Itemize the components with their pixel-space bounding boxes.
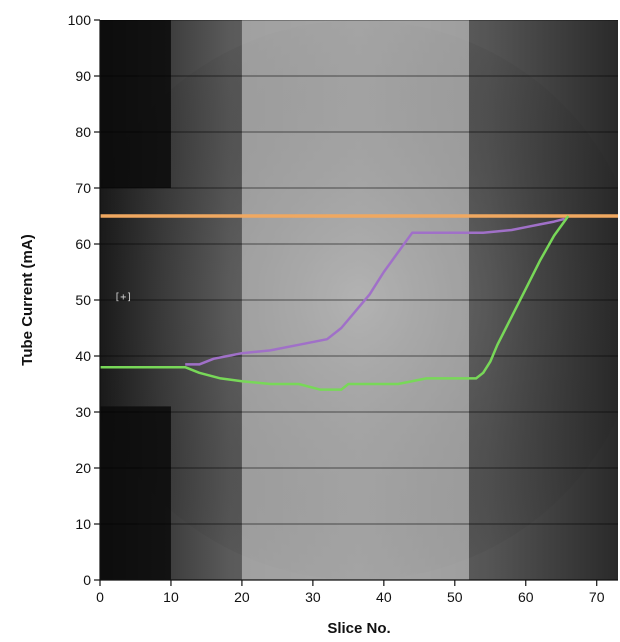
x-tick-label: 50 <box>447 589 463 605</box>
y-tick-label: 40 <box>75 348 91 364</box>
y-axis-ticks: 0 10 20 30 40 50 60 70 80 90 100 <box>68 12 100 588</box>
y-tick-label: 70 <box>75 180 91 196</box>
y-tick-label: 30 <box>75 404 91 420</box>
x-tick-label: 0 <box>96 589 104 605</box>
x-tick-label: 40 <box>376 589 392 605</box>
series-group <box>100 214 618 391</box>
dark-region-bottom-left <box>100 406 171 580</box>
y-tick-label: 80 <box>75 124 91 140</box>
x-tick-label: 70 <box>589 589 605 605</box>
x-axis-ticks: 0 10 20 30 40 50 60 70 <box>96 580 605 605</box>
dark-region-top-left <box>100 20 171 188</box>
x-tick-label: 10 <box>163 589 179 605</box>
series-line-2 <box>100 215 570 391</box>
y-tick-label: 90 <box>75 68 91 84</box>
y-tick-label: 20 <box>75 460 91 476</box>
y-tick-label: 0 <box>83 572 91 588</box>
y-tick-label: 100 <box>68 12 92 28</box>
y-tick-label: 50 <box>75 292 91 308</box>
y-axis-title: Tube Current (mA) <box>19 234 36 365</box>
annotation-label: [+] <box>114 292 132 303</box>
x-tick-label: 20 <box>234 589 250 605</box>
plot-area: [+] <box>100 20 618 580</box>
series-line-1 <box>185 217 566 366</box>
grid-lines <box>100 20 618 525</box>
y-tick-label: 10 <box>75 516 91 532</box>
x-tick-label: 30 <box>305 589 321 605</box>
x-axis-title: Slice No. <box>327 620 390 637</box>
y-tick-label: 60 <box>75 236 91 252</box>
x-tick-label: 60 <box>518 589 534 605</box>
